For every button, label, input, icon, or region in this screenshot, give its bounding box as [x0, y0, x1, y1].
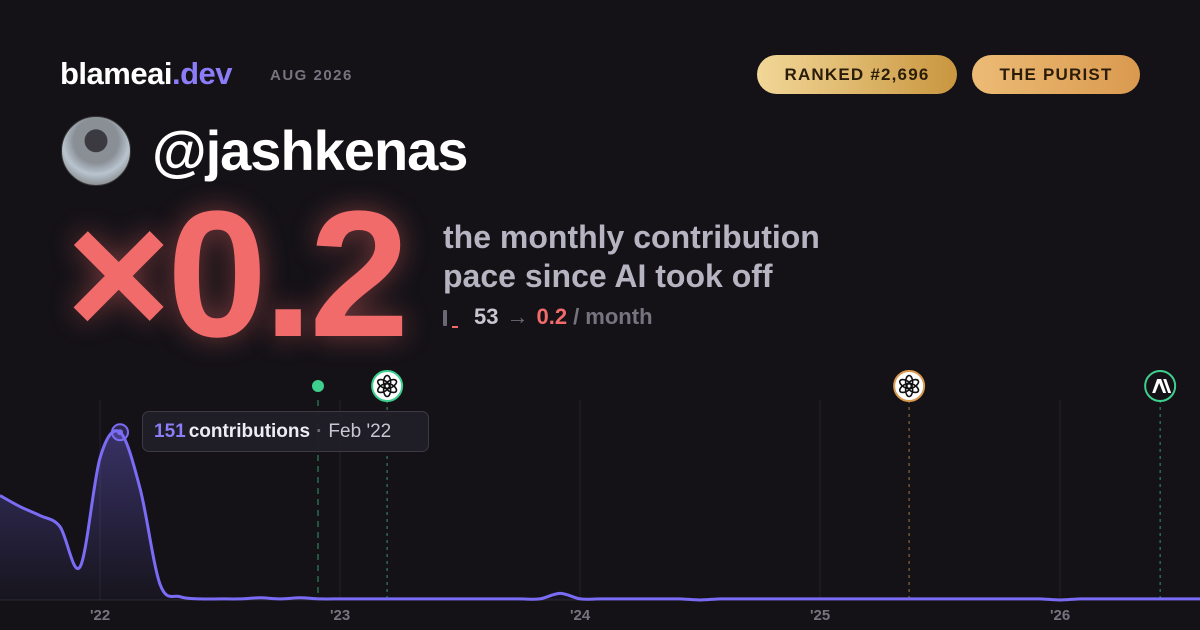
x-tick-label: '23	[330, 607, 350, 624]
avatar	[61, 116, 131, 186]
tooltip-separator: ·	[316, 421, 323, 442]
icon-glyph	[1152, 379, 1172, 393]
x-tick-label: '24	[570, 607, 591, 624]
date: AUG 2026	[270, 67, 353, 84]
line	[0, 429, 1200, 602]
event-icon	[1144, 370, 1177, 402]
multiplier: ×0.2	[66, 174, 409, 375]
badge: RANKED #2,696	[757, 55, 957, 94]
event-icon	[893, 370, 926, 402]
handle: @jashkenas	[152, 119, 468, 182]
x-tick-label: '22	[90, 607, 110, 624]
tooltip-word: contributions	[188, 421, 311, 442]
brand-name: blameai	[60, 56, 172, 91]
icon-ring	[371, 370, 404, 402]
hover-dot	[117, 429, 123, 436]
icon	[452, 326, 458, 328]
unit: / month	[573, 304, 653, 329]
icon-ring	[893, 370, 926, 402]
tooltip: 151 contributions · Feb '22	[142, 411, 429, 452]
tooltip-date: Feb '22	[328, 421, 392, 442]
icon	[443, 310, 447, 326]
icon-petal	[898, 378, 913, 390]
caption: pace since AI took off	[443, 258, 773, 294]
event-icon	[371, 370, 404, 402]
after: 0.2	[536, 304, 568, 329]
badge: THE PURIST	[972, 55, 1140, 94]
caption: the monthly contribution	[443, 219, 820, 255]
x-tick-label: '26	[1050, 607, 1070, 624]
icon-petal	[376, 378, 391, 390]
brand-suffix: .dev	[171, 56, 233, 91]
before: 53	[474, 304, 499, 329]
arrow: →	[506, 304, 529, 329]
tooltip-value: 151	[154, 421, 186, 442]
event-dot	[312, 380, 324, 392]
brand: blameai.dev	[60, 56, 232, 92]
pace: 53 → 0.2/ month	[443, 304, 653, 330]
area-fill	[0, 430, 1200, 600]
icon-ring	[1144, 370, 1177, 402]
x-tick-label: '25	[810, 607, 830, 624]
